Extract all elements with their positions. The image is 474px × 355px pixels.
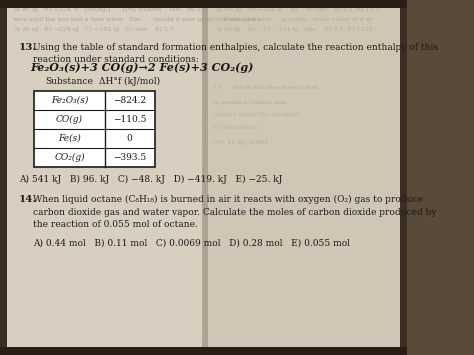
Text: A) 30 kJ    B)    C)    101 kJ   late    B) 2.5  E) 1555: A) 30 kJ B) C) 101 kJ late B) 2.5 E) 155… [215,27,372,32]
Text: Fe₂O₃(s)+3 CO(g)→2 Fe(s)+3 CO₂(g): Fe₂O₃(s)+3 CO(g)→2 Fe(s)+3 CO₂(g) [30,62,254,73]
Bar [0,347,407,355]
Text: A) 90 kJ   B) −224. k   [Pb(ag)]      [Pb] student    late   B) 2.5: A) 90 kJ B) −224. k [Pb(ag)] [Pb] studen… [13,7,206,12]
Text: When liquid octane (C₈H₁₈) is burned in air it reacts with oxygen (O₂) gas to pr: When liquid octane (C₈H₁₈) is burned in … [33,195,436,229]
Text: A) 30. kJ   B) −224. k    D)    B) calc   B) 2.5  E) 15.5: A) 30. kJ B) −224. k D) B) calc B) 2.5 E… [215,7,379,12]
Text: (10  15 kJ)  0.055: (10 15 kJ) 0.055 [213,140,268,145]
Bar [0,0,407,8]
Text: Using the table of standard formation enthalpies, calculate the reaction enthalp: Using the table of standard formation en… [33,43,438,65]
Text: late should it now     possible   these cases of it at: late should it now possible these cases … [215,17,372,22]
Text: Fe₂O₃(s): Fe₂O₃(s) [51,96,88,105]
Polygon shape [203,5,402,350]
Text: here until the bus had a time when   The      should it now possi     these case: here until the bus had a time when The s… [13,17,260,22]
Text: A) 30 kJ   B) −224 kJ   C) −101 kJ   D) late    B) 2.5: A) 30 kJ B) −224 kJ C) −101 kJ D) late B… [13,27,174,32]
Text: CO₂(g): CO₂(g) [54,153,85,162]
Text: 14.: 14. [19,195,37,204]
Text: 13.: 13. [19,43,37,52]
Text: to produce (moles) and: to produce (moles) and [213,100,286,105]
Text: −824.2: −824.2 [113,96,146,105]
Text: Substance: Substance [46,77,93,86]
Polygon shape [400,0,407,355]
Text: −110.5: −110.5 [113,115,146,124]
Polygon shape [202,5,208,350]
Text: A) 541 kJ   B) 96. kJ   C) −48. kJ   D) −419. kJ   E) −25. kJ: A) 541 kJ B) 96. kJ C) −48. kJ D) −419. … [19,175,282,184]
Polygon shape [0,0,7,355]
Text: A) 0.44 mol   B) 0.11 mol   C) 0.0069 mol   D) 0.28 mol   E) 0.055 mol: A) 0.44 mol B) 0.11 mol C) 0.0069 mol D)… [33,239,350,248]
Text: 17.     this it will now appear and: 17. this it will now appear and [213,85,317,90]
Polygon shape [4,5,206,350]
Text: ΔH°f (kJ/mol): ΔH°f (kJ/mol) [99,77,160,86]
Text: (moles) under the standard: (moles) under the standard [213,112,299,117]
Text: CO(g): CO(g) [56,115,83,124]
Text: −393.5: −393.5 [113,153,146,162]
Text: of the formula: of the formula [213,125,257,130]
Text: 0: 0 [127,134,133,143]
Text: Fe(s): Fe(s) [58,134,81,143]
Bar [34,91,155,167]
